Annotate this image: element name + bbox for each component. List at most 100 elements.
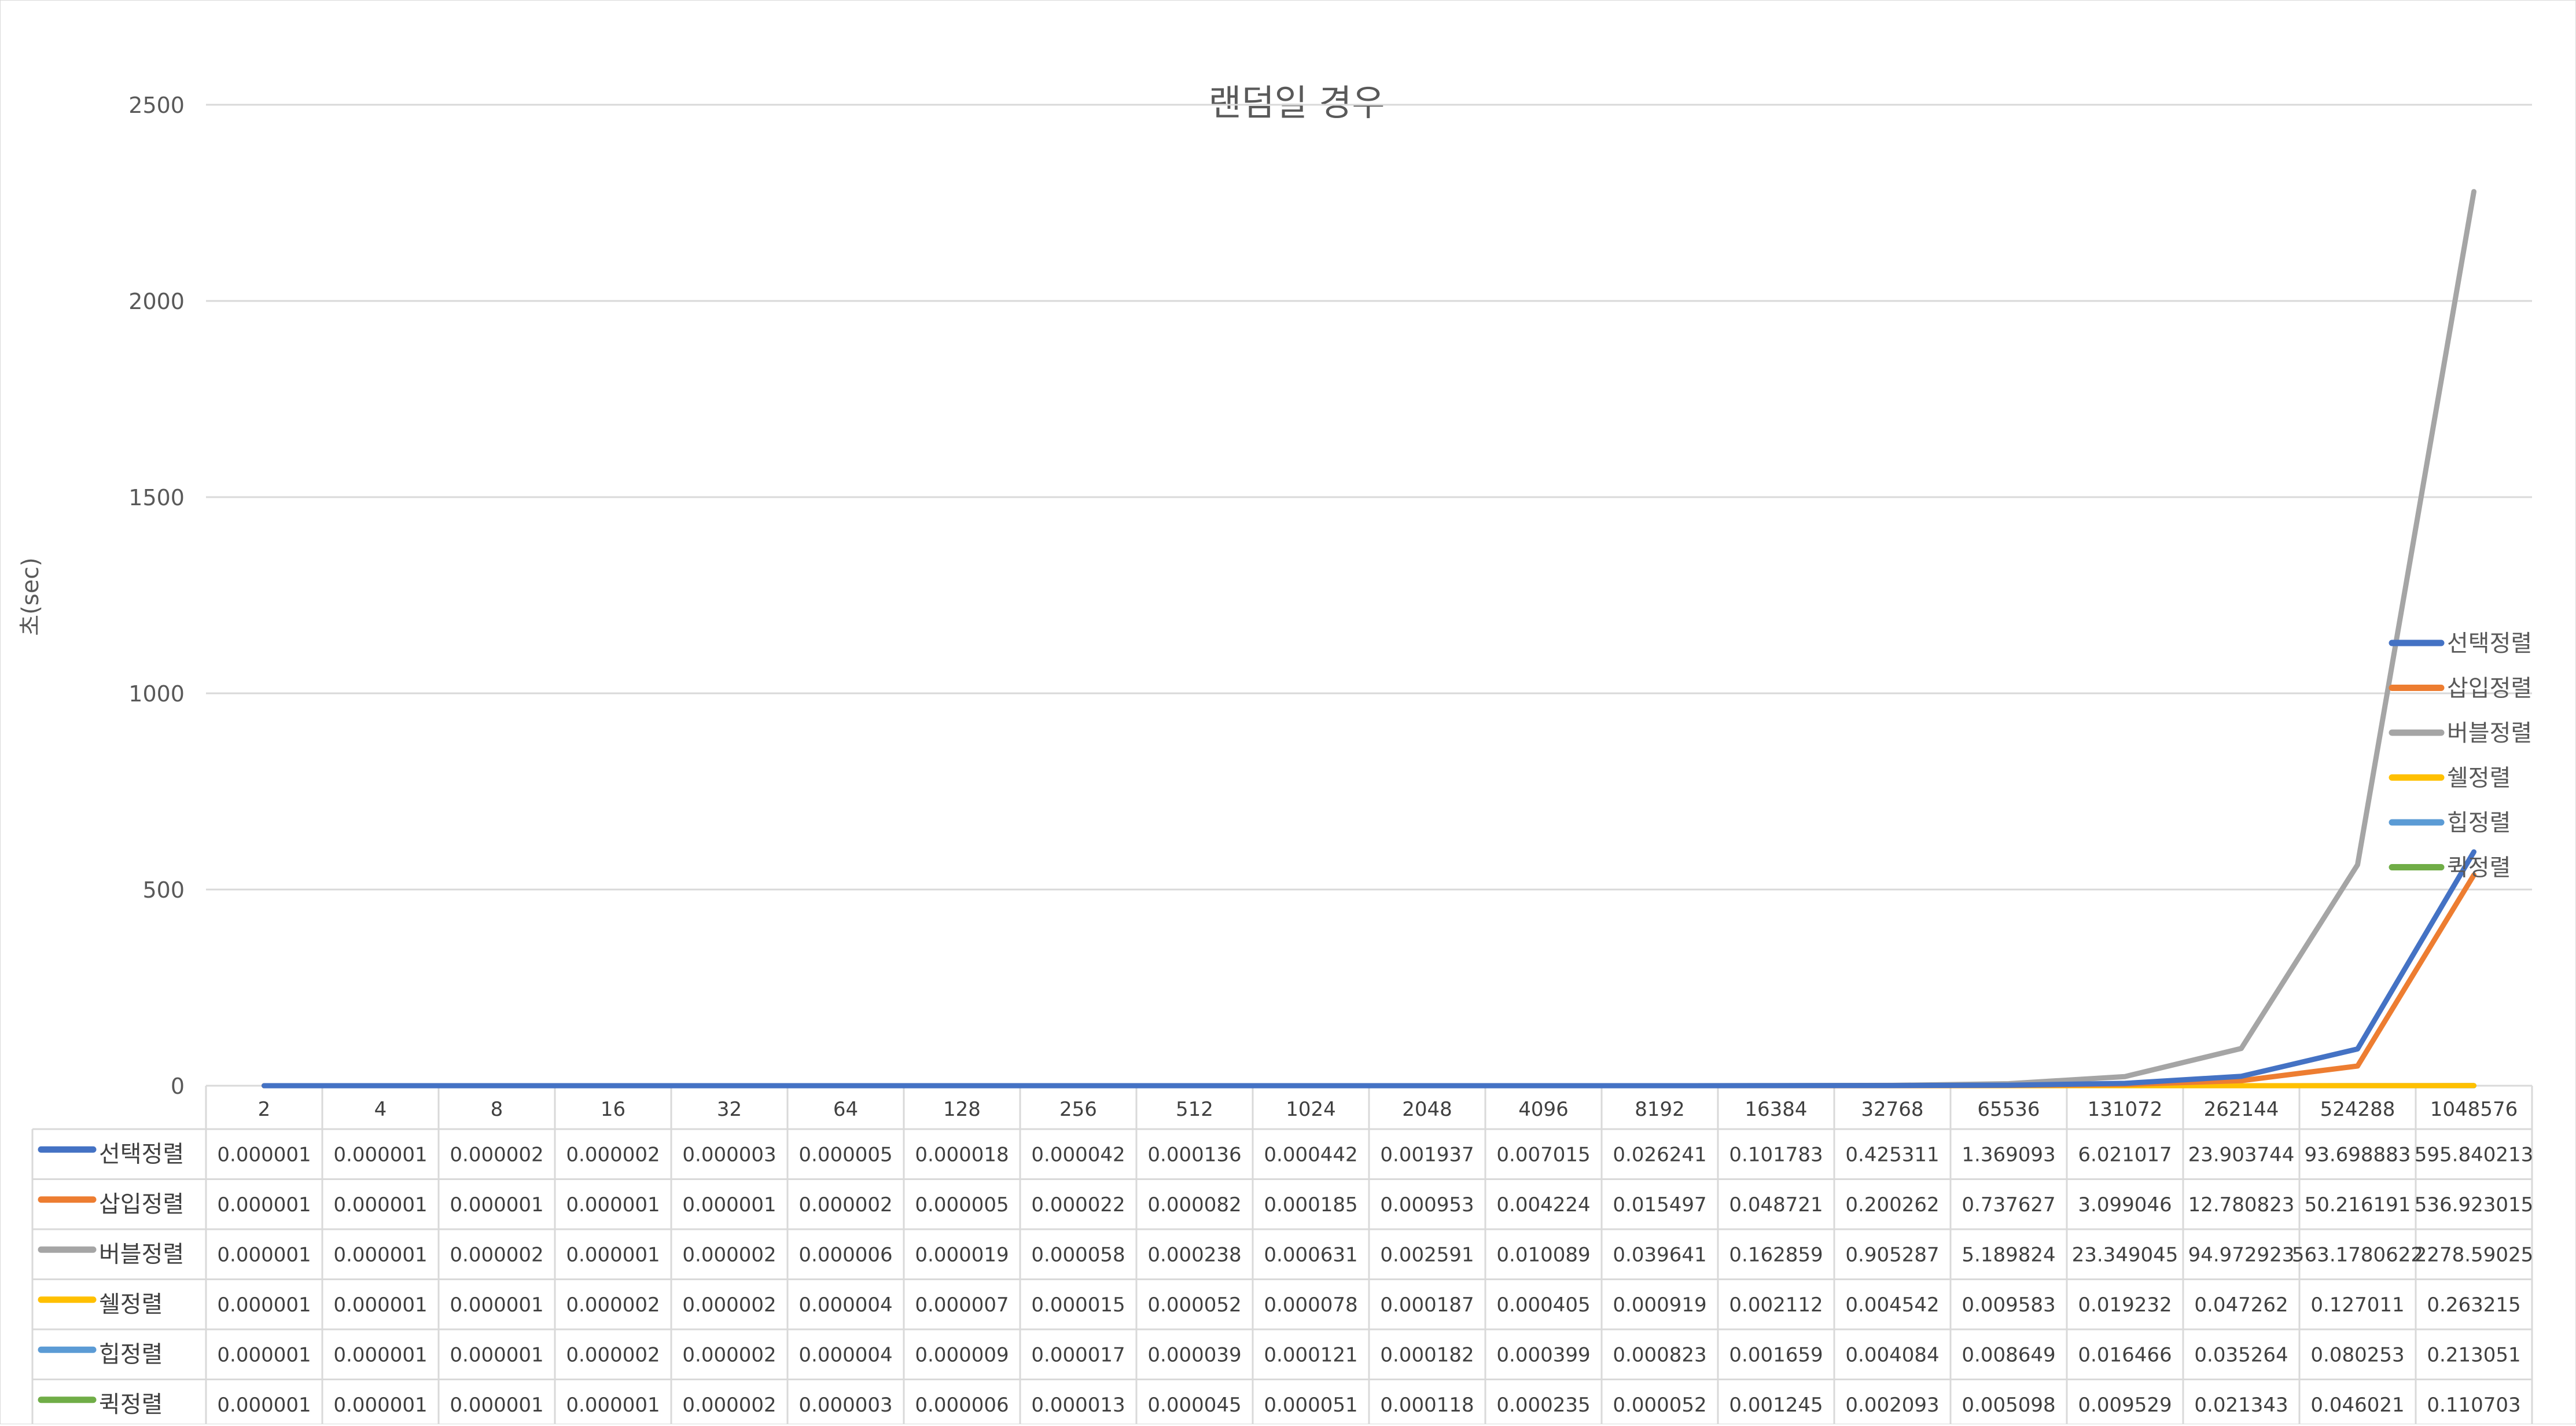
table-cell: 0.110703: [2427, 1394, 2520, 1417]
table-cell: 0.000001: [333, 1293, 427, 1317]
table-row-label: 삽입정렬: [99, 1191, 184, 1218]
table-cell: 2278.59025: [2415, 1243, 2534, 1266]
table-cell: 0.000238: [1147, 1243, 1241, 1266]
table-cell: 0.000002: [566, 1343, 660, 1366]
table-cell: 0.000006: [798, 1243, 892, 1266]
table-cell: 0.001937: [1380, 1143, 1474, 1166]
table-cell: 0.002093: [1845, 1394, 1939, 1417]
table-cell: 0.000005: [915, 1193, 1009, 1216]
table-cell: 0.026241: [1613, 1143, 1706, 1166]
table-cell: 0.000953: [1380, 1193, 1474, 1216]
table-cell: 0.000009: [915, 1343, 1009, 1366]
table-cell: 0.000018: [915, 1143, 1009, 1166]
table-cell: 0.000121: [1264, 1343, 1357, 1366]
table-cell: 0.000002: [450, 1143, 543, 1166]
table-cell: 0.080253: [2310, 1343, 2404, 1366]
table-cell: 0.000001: [217, 1243, 311, 1266]
legend-label: 선택정렬: [2447, 630, 2532, 657]
y-tick-label: 2500: [128, 93, 185, 118]
table-cell: 0.000001: [217, 1394, 311, 1417]
table-cell: 0.000001: [566, 1394, 660, 1417]
chart-title: 랜덤일 경우: [1209, 82, 1385, 124]
table-cell: 0.000002: [450, 1243, 543, 1266]
table-cell: 5.189824: [1962, 1243, 2055, 1266]
table-cell: 0.737627: [1962, 1193, 2055, 1216]
table-cell: 0.000019: [915, 1243, 1009, 1266]
x-tick-label: 32: [717, 1098, 742, 1121]
table-cell: 0.000002: [682, 1394, 776, 1417]
table-cell: 536.923015: [2415, 1193, 2534, 1216]
table-cell: 0.039641: [1613, 1243, 1706, 1266]
table-cell: 0.000235: [1496, 1394, 1590, 1417]
table-row-label: 퀵정렬: [99, 1391, 163, 1418]
table-cell: 0.000405: [1496, 1293, 1590, 1317]
table-cell: 0.021343: [2194, 1394, 2288, 1417]
legend-label: 버블정렬: [2447, 720, 2532, 747]
table-cell: 0.000399: [1496, 1343, 1590, 1366]
table-cell: 0.000136: [1147, 1143, 1241, 1166]
table-cell: 0.000013: [1031, 1394, 1125, 1417]
table-cell: 0.047262: [2194, 1293, 2288, 1317]
table-cell: 0.000001: [333, 1193, 427, 1216]
x-tick-label: 1048576: [2430, 1098, 2518, 1121]
table-cell: 0.000001: [450, 1193, 543, 1216]
x-tick-label: 262144: [2204, 1098, 2279, 1121]
table-cell: 0.009529: [2078, 1394, 2172, 1417]
x-tick-label: 2048: [1402, 1098, 1452, 1121]
table-cell: 0.000001: [333, 1243, 427, 1266]
table-cell: 563.1780622: [2292, 1243, 2423, 1266]
table-cell: 0.000004: [798, 1293, 892, 1317]
x-tick-label: 131072: [2088, 1098, 2163, 1121]
table-cell: 0.000022: [1031, 1193, 1125, 1216]
x-tick-label: 524288: [2320, 1098, 2395, 1121]
table-cell: 0.000187: [1380, 1293, 1474, 1317]
legend-label: 힙정렬: [2447, 810, 2511, 836]
x-tick-label: 1024: [1286, 1098, 1336, 1121]
table-cell: 0.004542: [1845, 1293, 1939, 1317]
table-cell: 0.213051: [2427, 1343, 2520, 1366]
table-row-label: 쉘정렬: [99, 1291, 163, 1318]
table-cell: 0.000051: [1264, 1394, 1357, 1417]
table-cell: 94.972923: [2188, 1243, 2295, 1266]
x-tick-label: 8: [491, 1098, 503, 1121]
table-cell: 0.007015: [1496, 1143, 1590, 1166]
table-cell: 0.002112: [1729, 1293, 1823, 1317]
x-tick-label: 64: [833, 1098, 858, 1121]
legend-label: 퀵정렬: [2447, 855, 2511, 881]
table-cell: 3.099046: [2078, 1193, 2172, 1216]
table-cell: 0.000002: [682, 1293, 776, 1317]
table-cell: 0.000001: [450, 1394, 543, 1417]
table-cell: 0.000118: [1380, 1394, 1474, 1417]
table-cell: 0.200262: [1845, 1193, 1939, 1216]
table-cell: 23.903744: [2188, 1143, 2295, 1166]
table-cell: 0.000052: [1613, 1394, 1706, 1417]
table-cell: 0.000052: [1147, 1293, 1241, 1317]
table-cell: 0.425311: [1845, 1143, 1939, 1166]
table-cell: 0.000001: [217, 1343, 311, 1366]
x-tick-label: 256: [1059, 1098, 1097, 1121]
table-cell: 0.001245: [1729, 1394, 1823, 1417]
table-cell: 0.000442: [1264, 1143, 1357, 1166]
table-cell: 0.000082: [1147, 1193, 1241, 1216]
table-cell: 12.780823: [2188, 1193, 2295, 1216]
table-cell: 0.000185: [1264, 1193, 1357, 1216]
table-cell: 0.127011: [2310, 1293, 2404, 1317]
y-tick-label: 1000: [128, 681, 185, 707]
table-cell: 0.162859: [1729, 1243, 1823, 1266]
table-cell: 0.000001: [217, 1143, 311, 1166]
legend-label: 삽입정렬: [2447, 675, 2532, 702]
table-cell: 0.000004: [798, 1343, 892, 1366]
series-line: [264, 852, 2474, 1086]
table-cell: 0.000002: [798, 1193, 892, 1216]
table-cell: 1.369093: [1962, 1143, 2055, 1166]
table-cell: 0.000001: [333, 1343, 427, 1366]
x-tick-label: 128: [943, 1098, 981, 1121]
y-tick-label: 500: [142, 877, 185, 903]
table-row-label: 선택정렬: [99, 1141, 184, 1167]
table-cell: 0.019232: [2078, 1293, 2172, 1317]
x-tick-label: 16384: [1745, 1098, 1807, 1121]
